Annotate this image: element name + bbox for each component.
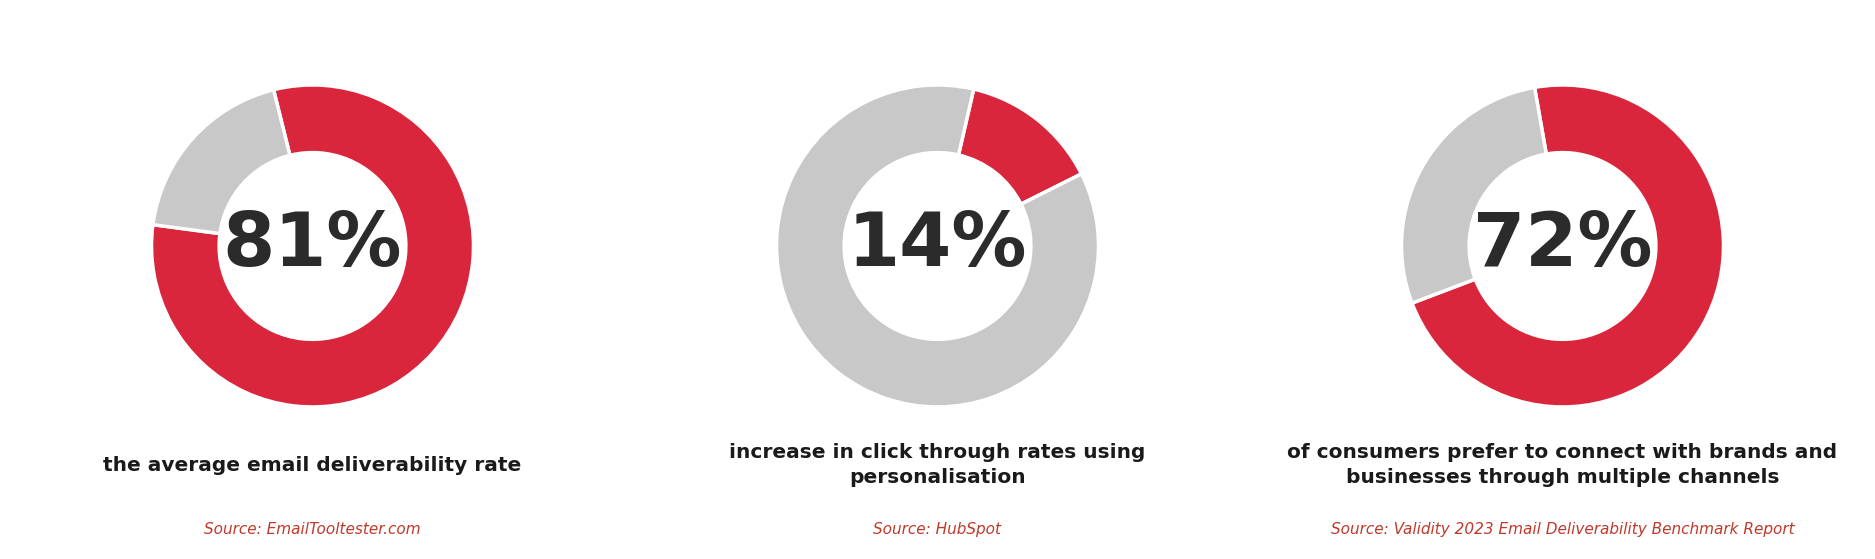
Wedge shape [1401,87,1547,303]
Text: 72%: 72% [1472,210,1652,282]
Text: of consumers prefer to connect with brands and
businesses through multiple chann: of consumers prefer to connect with bran… [1288,443,1838,487]
Wedge shape [776,85,1099,407]
Text: Source: HubSpot: Source: HubSpot [874,522,1001,537]
Text: the average email deliverability rate: the average email deliverability rate [103,456,521,475]
Wedge shape [958,89,1082,204]
Wedge shape [1412,85,1723,407]
Text: increase in click through rates using
personalisation: increase in click through rates using pe… [729,443,1146,487]
Text: Source: EmailTooltester.com: Source: EmailTooltester.com [204,522,420,537]
Wedge shape [152,85,474,407]
Text: 81%: 81% [223,210,403,282]
Wedge shape [154,90,291,234]
Text: Source: Validity 2023 Email Deliverability Benchmark Report: Source: Validity 2023 Email Deliverabili… [1331,522,1794,537]
Text: 14%: 14% [848,210,1028,282]
